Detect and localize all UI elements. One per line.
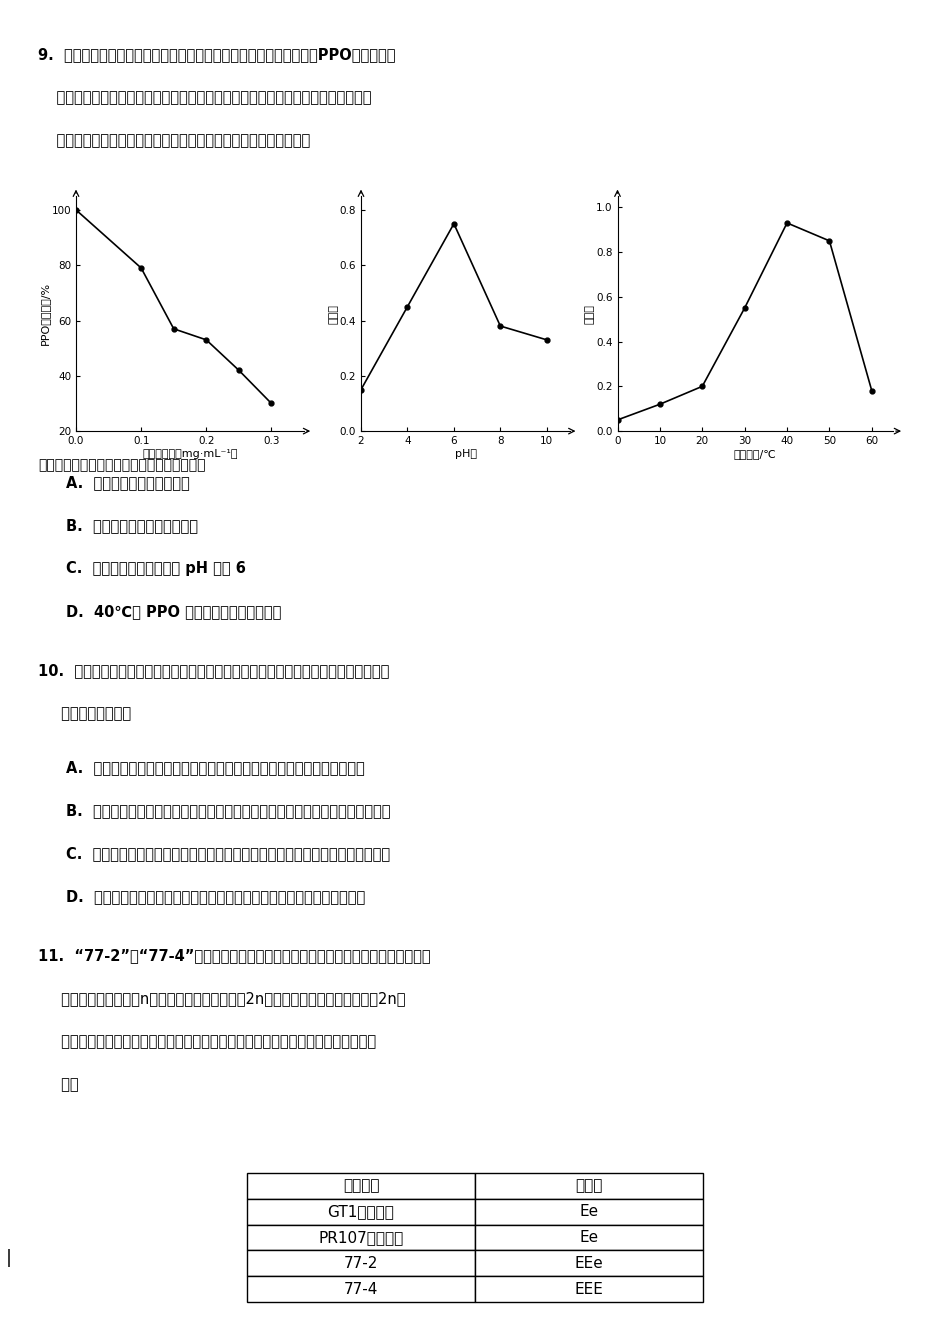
Text: 下列叙述错误的是: 下列叙述错误的是 [38, 706, 131, 721]
Text: 的是: 的是 [38, 1077, 79, 1092]
Y-axis label: 吸光度: 吸光度 [585, 304, 595, 324]
Text: 产生的原因，对三倍体及其亲本的基因型进行分析，结果如表所示。下列叙述错误: 产生的原因，对三倍体及其亲本的基因型进行分析，结果如表所示。下列叙述错误 [38, 1034, 376, 1049]
Text: D.  使用杀虫剂和除草剂会降低农田的遗传多样性，农业生产中应精准施药: D. 使用杀虫剂和除草剂会降低农田的遗传多样性，农业生产中应精准施药 [66, 889, 366, 904]
Text: A.  低氧环境可促进褐变发生: A. 低氧环境可促进褐变发生 [66, 475, 190, 490]
Text: 10.  为提高农作物的产量，农业生产中常使用杀虫剂杀死害虫，使用除草剂清除杂草。: 10. 为提高农作物的产量，农业生产中常使用杀虫剂杀死害虫，使用除草剂清除杂草。 [38, 663, 390, 678]
Y-axis label: PPO相对活性/%: PPO相对活性/% [40, 282, 50, 345]
Text: 正常形成的雄配子（n）和异常形成的雌配子（2n）结合产生。为研究雌配子（2n）: 正常形成的雄配子（n）和异常形成的雌配子（2n）结合产生。为研究雌配子（2n） [38, 991, 406, 1006]
Text: C.  保存和运输生菜的最适 pH 値为 6: C. 保存和运输生菜的最适 pH 値为 6 [66, 561, 246, 576]
Text: B.  噴洒除草剂后，物质循环和能量流动的改变导致依赖杂草生存的昆虫数量减少: B. 噴洒除草剂后，物质循环和能量流动的改变导致依赖杂草生存的昆虫数量减少 [66, 803, 391, 818]
Text: （注：吸光度大小与醜类物质含量成正相关）: （注：吸光度大小与醜类物质含量成正相关） [38, 458, 205, 471]
X-axis label: 柠檬酸浓度（mg·mL⁻¹）: 柠檬酸浓度（mg·mL⁻¹） [142, 449, 238, 459]
Text: |: | [6, 1249, 11, 1266]
X-axis label: 反应温度/℃: 反应温度/℃ [733, 449, 777, 459]
Text: A.  噴洒杀虫剂通过增加死亡率来降低昆虫的数量，但不会影响杂草的繁殖: A. 噴洒杀虫剂通过增加死亡率来降低昆虫的数量，但不会影响杂草的繁殖 [66, 760, 365, 775]
Text: B.  噴洒柠檬酸可抑制褐变发生: B. 噴洒柠檬酸可抑制褐变发生 [66, 518, 199, 533]
Text: C.  同一区域的田块同时噴洒杀虫剂可减少田块间害虫迁入与迁出，提高防治效果: C. 同一区域的田块同时噴洒杀虫剂可减少田块间害虫迁入与迁出，提高防治效果 [66, 846, 390, 861]
X-axis label: pH値: pH値 [454, 449, 477, 459]
Text: 9.  生菜是一种在保存和运输过程中易发生褐变的蔬菜。多酚氧化酶（PPO）在有氧条: 9. 生菜是一种在保存和运输过程中易发生褐变的蔬菜。多酚氧化酶（PPO）在有氧条 [38, 47, 395, 62]
Text: 酚氧化酶在不同条件下的特性，结果如图所示。下列叙述正确的是: 酚氧化酶在不同条件下的特性，结果如图所示。下列叙述正确的是 [38, 133, 311, 148]
Text: 11.  “77-2”和“77-4”是广泛种植的三倍体橡胶树新品种。三倍体橡胶树由减数分裂: 11. “77-2”和“77-4”是广泛种植的三倍体橡胶树新品种。三倍体橡胶树由… [38, 948, 430, 963]
Y-axis label: 吸光度: 吸光度 [329, 304, 338, 324]
Text: D.  40℃时 PPO 活性最高，适于生菜保存: D. 40℃时 PPO 活性最高，适于生菜保存 [66, 604, 282, 619]
Text: 件下能催化酚类物质形成褐色的醜类物质，导致植物组织褐变。某团队研究生菜多: 件下能催化酚类物质形成褐色的醜类物质，导致植物组织褐变。某团队研究生菜多 [38, 90, 371, 105]
